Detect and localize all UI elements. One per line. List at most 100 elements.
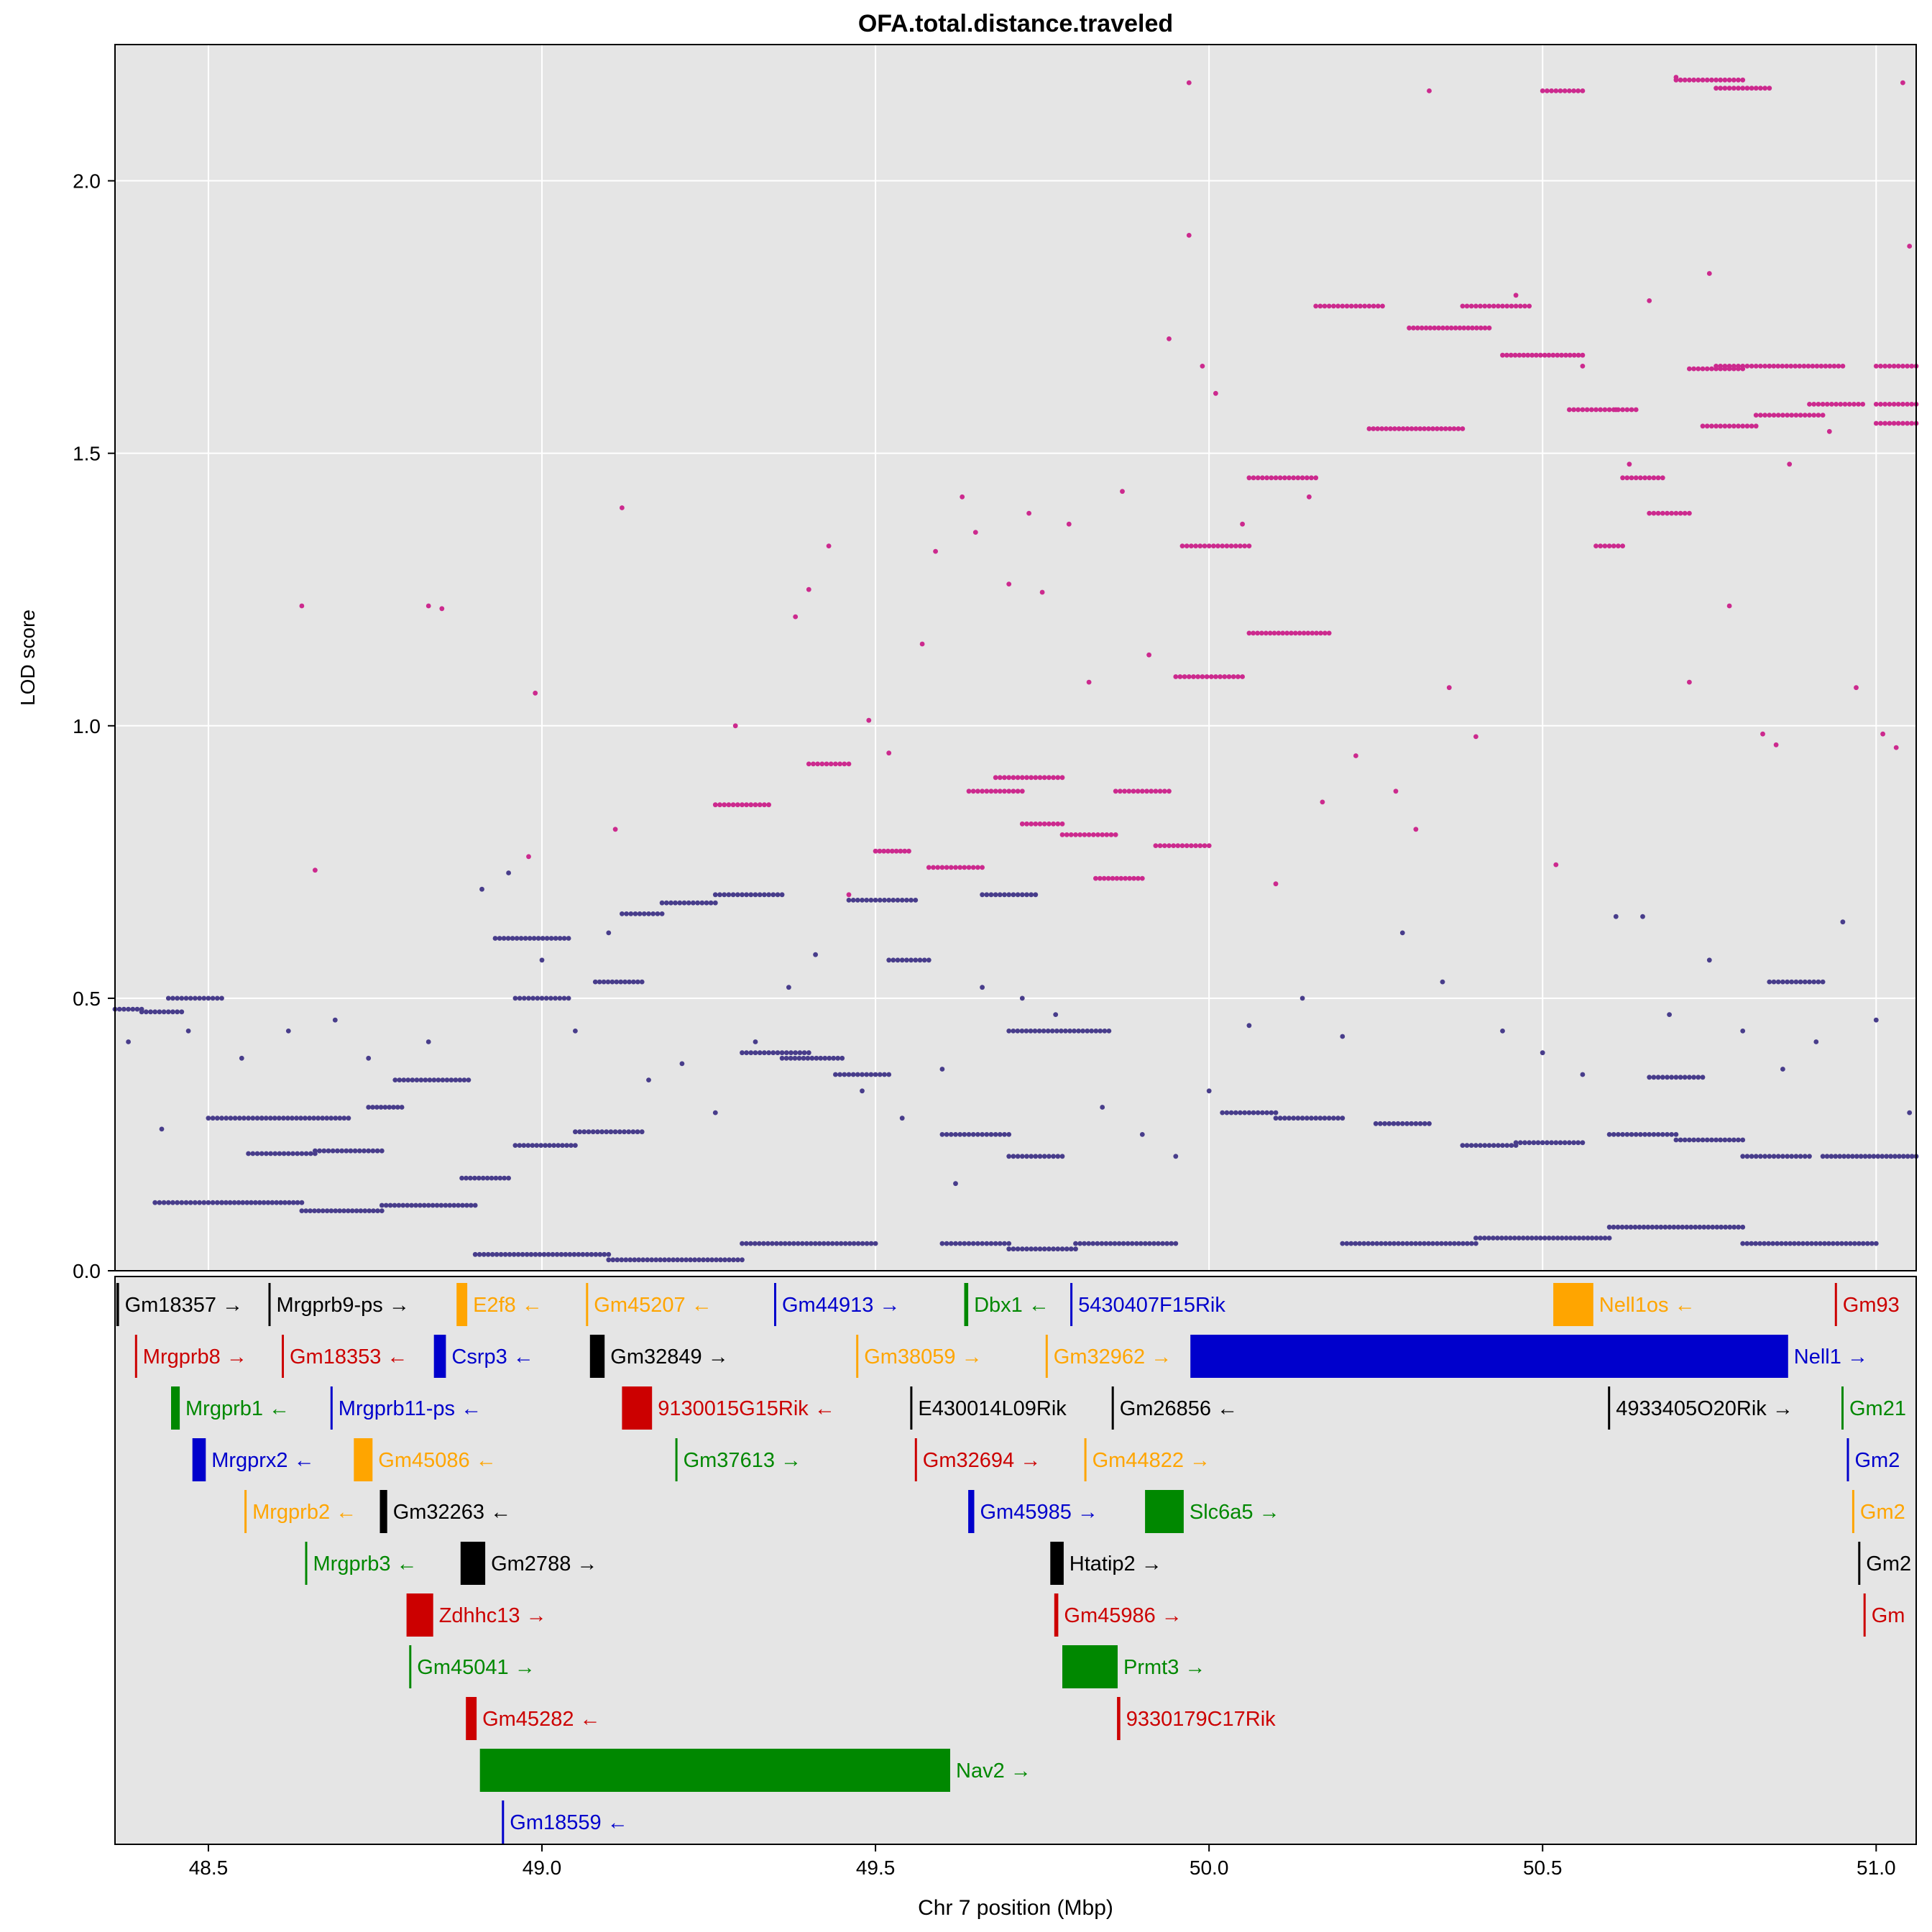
lod-point xyxy=(805,1055,811,1061)
lod-point xyxy=(1011,892,1016,898)
lod-point xyxy=(1430,1241,1435,1246)
lod-point xyxy=(646,1077,651,1082)
lod-point xyxy=(1399,1121,1405,1126)
lod-point xyxy=(1255,1110,1261,1116)
lod-point xyxy=(1550,1236,1556,1241)
lod-point xyxy=(1175,843,1181,848)
lod-point xyxy=(1374,1241,1380,1246)
lod-point xyxy=(748,1241,753,1246)
gene-label: Gm44913 → xyxy=(782,1294,900,1317)
lod-point xyxy=(566,995,571,1001)
lod-point xyxy=(1495,1236,1500,1241)
lod-point xyxy=(303,1116,308,1121)
lod-point xyxy=(1838,402,1844,407)
lod-point xyxy=(1811,979,1817,985)
lod-point xyxy=(620,505,625,510)
lod-point xyxy=(185,1029,191,1034)
lod-point xyxy=(1404,1121,1409,1126)
lod-point xyxy=(740,1050,745,1056)
gene-label: Gm2 xyxy=(1855,1449,1900,1472)
lod-point xyxy=(405,1202,410,1208)
lod-point xyxy=(161,1200,167,1205)
lod-point xyxy=(618,979,624,985)
lod-point xyxy=(1802,979,1808,985)
lod-point xyxy=(1105,875,1111,881)
x-tick-label: 50.0 xyxy=(1190,1857,1229,1879)
gene-box xyxy=(1111,1386,1114,1430)
lod-point xyxy=(913,898,919,903)
lod-point xyxy=(809,1055,815,1061)
lod-point xyxy=(494,1251,500,1257)
lod-point xyxy=(1015,892,1021,898)
lod-point xyxy=(227,1200,233,1205)
lod-point xyxy=(175,995,180,1001)
lod-point xyxy=(1882,364,1888,369)
lod-point xyxy=(507,1251,512,1257)
lod-point xyxy=(540,936,546,941)
lod-point xyxy=(1797,364,1803,369)
lod-point xyxy=(1413,426,1419,431)
lod-point xyxy=(1197,543,1203,548)
lod-point xyxy=(521,1143,527,1148)
lod-point xyxy=(1793,1154,1799,1159)
lod-point xyxy=(1184,543,1190,548)
lod-point xyxy=(571,1251,577,1257)
lod-point xyxy=(599,1129,604,1135)
lod-point xyxy=(889,848,895,854)
lod-point xyxy=(1340,1241,1346,1246)
lod-point xyxy=(1370,1241,1376,1246)
lod-point xyxy=(188,1200,193,1205)
lod-point xyxy=(610,1257,616,1263)
lod-point xyxy=(1246,1023,1252,1029)
gene-label: Gm21 xyxy=(1849,1397,1906,1420)
lod-point xyxy=(1687,1137,1692,1143)
lod-point xyxy=(1762,364,1768,369)
lod-point xyxy=(1173,1241,1179,1246)
lod-point xyxy=(1055,775,1061,781)
lod-point xyxy=(1086,1241,1092,1246)
lod-point xyxy=(497,936,502,941)
lod-point xyxy=(1280,630,1286,636)
lod-point xyxy=(426,603,431,609)
lod-point xyxy=(1024,821,1029,827)
lod-point xyxy=(1482,303,1488,309)
lod-point xyxy=(1775,1241,1780,1246)
lod-point xyxy=(1438,426,1444,431)
lod-point xyxy=(686,900,691,906)
lod-point xyxy=(371,1208,376,1213)
lod-point xyxy=(1796,1241,1801,1246)
lod-point xyxy=(391,1105,396,1110)
lod-point xyxy=(1103,1241,1109,1246)
lod-point xyxy=(1468,1143,1474,1148)
lod-point xyxy=(1697,1224,1703,1230)
lod-point xyxy=(993,775,998,781)
lod-point xyxy=(1867,1154,1872,1159)
lod-point xyxy=(533,1251,538,1257)
lod-point xyxy=(378,1105,384,1110)
lod-point xyxy=(333,1116,339,1121)
lod-point xyxy=(332,1017,338,1023)
lod-point xyxy=(1464,1143,1470,1148)
lod-point xyxy=(286,1200,292,1205)
lod-point xyxy=(822,1055,828,1061)
lod-point xyxy=(1447,426,1453,431)
gene-label: Gm37613 → xyxy=(684,1449,801,1472)
lod-point xyxy=(170,1009,175,1015)
lod-point xyxy=(744,802,749,808)
lod-point xyxy=(1282,475,1287,481)
lod-point xyxy=(1620,1132,1626,1137)
lod-point xyxy=(1718,364,1724,369)
lod-point xyxy=(1236,674,1241,679)
lod-point xyxy=(1862,1154,1868,1159)
lod-point xyxy=(1033,1154,1039,1159)
lod-point xyxy=(735,892,740,898)
lod-point xyxy=(525,1143,531,1148)
gene-label: Gm18559 ← xyxy=(510,1811,627,1834)
lod-point xyxy=(1753,86,1759,91)
lod-point xyxy=(1304,1116,1310,1121)
lod-point xyxy=(1383,1241,1389,1246)
lod-point xyxy=(1320,799,1325,805)
lod-point xyxy=(1522,303,1527,309)
lod-point xyxy=(748,802,754,808)
lod-point xyxy=(1395,1121,1401,1126)
